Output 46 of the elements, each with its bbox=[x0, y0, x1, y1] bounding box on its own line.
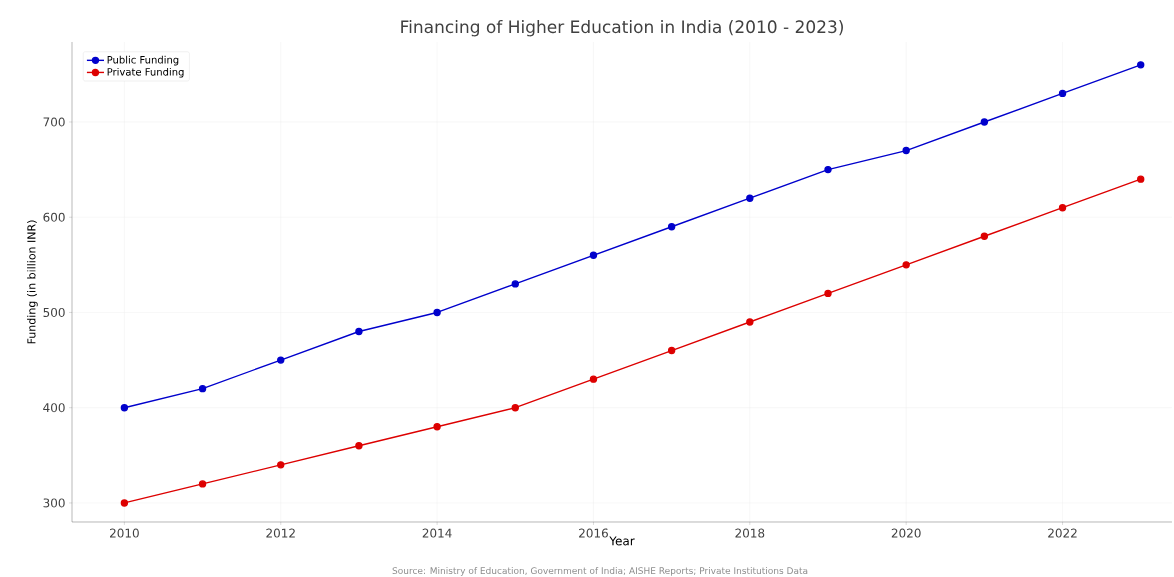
point bbox=[433, 423, 441, 431]
point bbox=[511, 404, 519, 412]
y-tick-label: 400 bbox=[43, 403, 65, 413]
legend-label: Private Funding bbox=[107, 67, 184, 78]
point bbox=[198, 384, 207, 393]
point bbox=[824, 165, 832, 174]
point bbox=[355, 442, 363, 450]
point bbox=[355, 327, 363, 336]
x-axis-title: Year bbox=[609, 536, 635, 546]
y-tick-label: 300 bbox=[43, 498, 65, 508]
point bbox=[667, 223, 676, 231]
point bbox=[980, 118, 989, 126]
y-axis-title: Funding (in billion INR) bbox=[27, 220, 38, 344]
point bbox=[1058, 89, 1067, 98]
point bbox=[980, 232, 989, 240]
point bbox=[902, 146, 910, 155]
point bbox=[667, 346, 676, 355]
point bbox=[1137, 175, 1145, 183]
x-tick-label: 2014 bbox=[422, 528, 452, 538]
source-note: Source: Ministry of Education, Government of India; AISHE Reports; Private Institutions Data bbox=[392, 567, 808, 576]
x-tick-label: 2016 bbox=[579, 528, 608, 538]
point bbox=[433, 308, 441, 317]
point bbox=[824, 289, 832, 298]
point bbox=[120, 499, 129, 507]
y-tick-label: 500 bbox=[43, 307, 65, 317]
x-tick-label: 2012 bbox=[266, 528, 295, 538]
y-tick-label: 700 bbox=[43, 117, 65, 127]
x-tick-label: 2018 bbox=[735, 528, 765, 538]
point bbox=[746, 194, 754, 202]
legend-label: Public Funding bbox=[107, 55, 179, 66]
x-tick-label: 2022 bbox=[1048, 528, 1077, 538]
point bbox=[277, 461, 285, 469]
point bbox=[198, 480, 207, 488]
point bbox=[902, 261, 910, 269]
x-tick-label: 2010 bbox=[110, 528, 139, 538]
point bbox=[511, 280, 519, 288]
point bbox=[120, 404, 129, 412]
point bbox=[277, 356, 285, 364]
point bbox=[589, 251, 598, 260]
y-tick-label: 600 bbox=[43, 212, 65, 222]
point bbox=[589, 375, 598, 383]
chart-title: Financing of Higher Education in India (2010 - 2023) bbox=[401, 20, 843, 37]
point bbox=[1058, 204, 1067, 212]
point bbox=[746, 318, 754, 326]
point bbox=[1137, 61, 1145, 69]
x-tick-label: 2020 bbox=[891, 528, 921, 538]
